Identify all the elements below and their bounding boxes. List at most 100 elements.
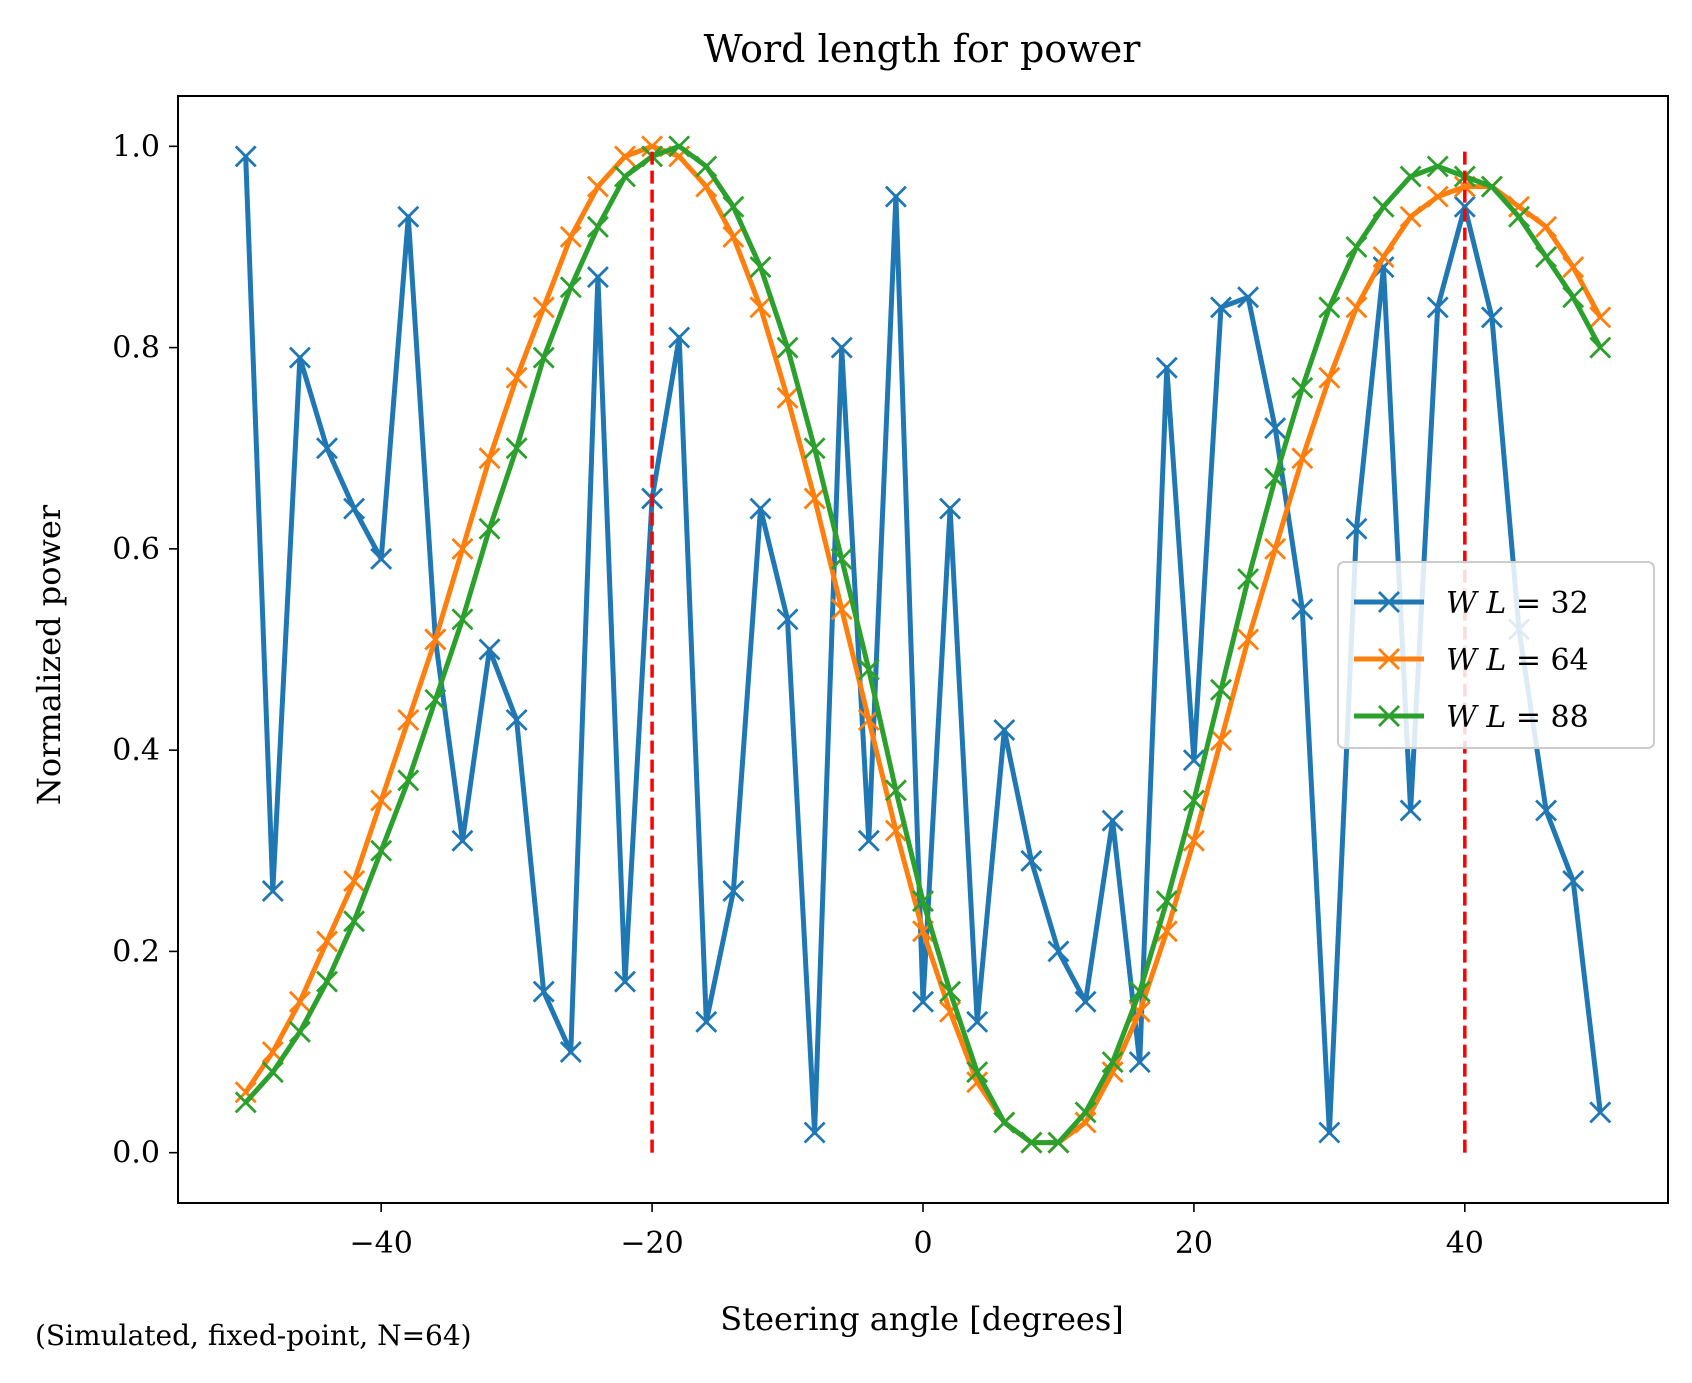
data-point-marker: [397, 769, 420, 792]
data-point-marker: [1426, 296, 1449, 319]
data-point-marker: [1345, 296, 1368, 319]
data-point-marker: [343, 910, 366, 933]
data-point-marker: [505, 708, 528, 731]
data-point-marker: [668, 326, 691, 349]
data-point-marker: [857, 829, 880, 852]
data-point-marker: [1589, 1101, 1612, 1124]
data-point-marker: [614, 145, 636, 168]
data-point-marker: [993, 719, 1016, 741]
legend-label-value: = 64: [1506, 643, 1588, 678]
x-axis-label: Steering angle [degrees]: [720, 1300, 1123, 1338]
legend-label-variable: W L: [1446, 643, 1506, 678]
data-point-marker: [261, 1061, 284, 1084]
data-point-marker: [1074, 990, 1097, 1013]
data-point-marker: [234, 1081, 257, 1104]
data-point-marker: [370, 839, 393, 862]
data-point-marker: [370, 789, 393, 812]
data-point-marker: [1318, 296, 1341, 319]
data-point-marker: [586, 175, 609, 198]
data-point-marker: [722, 225, 745, 248]
data-point-marker: [1264, 417, 1287, 440]
data-point-marker: [478, 638, 501, 661]
data-point-marker: [505, 437, 528, 460]
data-point-marker: [1128, 980, 1151, 1003]
y-tick-label: 0.2: [112, 934, 160, 969]
data-point-marker: [397, 205, 420, 228]
legend-marker: [1378, 591, 1400, 613]
data-point-marker: [1535, 246, 1558, 269]
data-point-marker: [1210, 296, 1232, 319]
y-tick-label: 0.0: [112, 1136, 160, 1171]
data-point-marker: [1318, 366, 1341, 389]
data-point-marker: [288, 990, 311, 1013]
legend-label-variable: W L: [1446, 586, 1506, 621]
footnote: (Simulated, fixed-point, N=64): [35, 1319, 472, 1352]
data-point-marker: [532, 346, 555, 369]
data-point-marker: [749, 296, 772, 319]
legend-label: W L = 88: [1446, 700, 1589, 735]
data-point-marker: [803, 437, 826, 460]
data-point-marker: [884, 779, 907, 802]
x-tick-label: 0: [913, 1226, 932, 1261]
x-tick-label: 20: [1175, 1226, 1213, 1261]
data-point-marker: [776, 386, 799, 409]
data-point-marker: [1372, 195, 1395, 218]
data-point-marker: [993, 1111, 1016, 1134]
data-point-marker: [1480, 306, 1503, 329]
data-point-marker: [559, 225, 582, 248]
legend-label-value: = 88: [1506, 700, 1588, 735]
data-point-marker: [1589, 336, 1612, 359]
data-point-marker: [614, 165, 636, 188]
data-point-marker: [939, 980, 962, 1003]
data-point-marker: [234, 145, 257, 168]
data-point-marker: [1128, 1051, 1151, 1074]
data-point-marker: [830, 598, 853, 621]
y-tick-label: 0.6: [112, 532, 160, 567]
y-tick-label: 1.0: [112, 129, 160, 164]
data-point-marker: [424, 628, 447, 651]
data-point-marker: [749, 497, 772, 520]
data-point-marker: [1372, 246, 1395, 269]
data-point-marker: [966, 1010, 989, 1033]
data-point-marker: [1426, 155, 1449, 178]
data-point-marker: [1508, 195, 1530, 218]
data-point-marker: [830, 336, 853, 359]
y-tick-label: 0.4: [112, 733, 160, 768]
data-point-marker: [532, 980, 555, 1003]
data-point-marker: [1399, 799, 1422, 822]
data-point-marker: [1047, 1131, 1070, 1154]
data-point-marker: [912, 990, 934, 1013]
data-point-marker: [695, 1010, 718, 1033]
legend-marker: [1378, 648, 1400, 670]
legend-label-variable: W L: [1446, 700, 1506, 735]
data-point-marker: [559, 1041, 582, 1064]
data-point-marker: [776, 336, 799, 359]
data-layer: [234, 135, 1612, 1154]
data-point-marker: [316, 970, 338, 993]
legend-label: W L = 32: [1446, 586, 1589, 621]
data-point-marker: [1210, 729, 1232, 752]
data-point-marker: [1237, 286, 1260, 309]
data-point-marker: [1508, 205, 1530, 228]
data-point-marker: [1291, 447, 1314, 470]
data-point-marker: [1399, 165, 1422, 188]
data-point-marker: [1020, 849, 1043, 872]
data-point-marker: [1074, 1111, 1097, 1134]
data-point-marker: [261, 880, 284, 903]
data-point-marker: [695, 155, 718, 178]
data-point-marker: [397, 708, 420, 731]
legend-label: W L = 64: [1446, 643, 1589, 678]
data-point-marker: [288, 1020, 311, 1043]
data-point-marker: [1101, 809, 1124, 832]
data-point-marker: [1020, 1131, 1043, 1154]
x-tick-label: 40: [1446, 1226, 1484, 1261]
data-point-marker: [912, 890, 934, 913]
data-point-marker: [505, 366, 528, 389]
data-point-marker: [1562, 869, 1585, 892]
data-point-marker: [1237, 568, 1260, 591]
data-point-marker: [966, 1061, 989, 1084]
data-point-marker: [722, 880, 745, 903]
data-point-marker: [803, 1121, 826, 1144]
data-point-marker: [830, 547, 853, 570]
